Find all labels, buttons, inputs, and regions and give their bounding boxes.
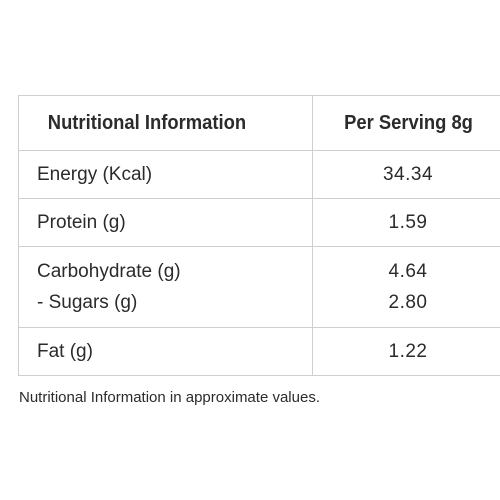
header-nutrient: Nutritional Information [29,95,302,151]
fat-label: Fat (g) [18,327,313,376]
header-per-serving: Per Serving 8g [319,95,497,151]
carbohydrate-label: Carbohydrate (g) [37,261,181,282]
energy-label: Energy (Kcal) [18,150,313,199]
sugars-value: 2.80 [388,292,428,313]
carbohydrate-label-cell: Carbohydrate (g) - Sugars (g) [18,246,313,328]
carbohydrate-value: 4.64 [388,261,428,282]
nutrition-table: Nutritional Information Per Serving 8g E… [18,95,500,376]
table-row-fat: Fat (g) 1.22 [18,327,500,376]
footnote: Nutritional Information in approximate v… [19,389,320,406]
energy-value: 34.34 [312,150,500,199]
carbohydrate-value-cell: 4.64 2.80 [312,246,500,328]
table-row-protein: Protein (g) 1.59 [18,198,500,247]
table-row-carbohydrate: Carbohydrate (g) - Sugars (g) 4.64 2.80 [18,246,500,328]
table-row-energy: Energy (Kcal) 34.34 [18,150,500,199]
protein-value: 1.59 [312,198,500,247]
fat-value: 1.22 [312,327,500,376]
sugars-label: - Sugars (g) [37,292,138,313]
protein-label: Protein (g) [18,198,313,247]
table-header-row: Nutritional Information Per Serving 8g [19,95,500,151]
